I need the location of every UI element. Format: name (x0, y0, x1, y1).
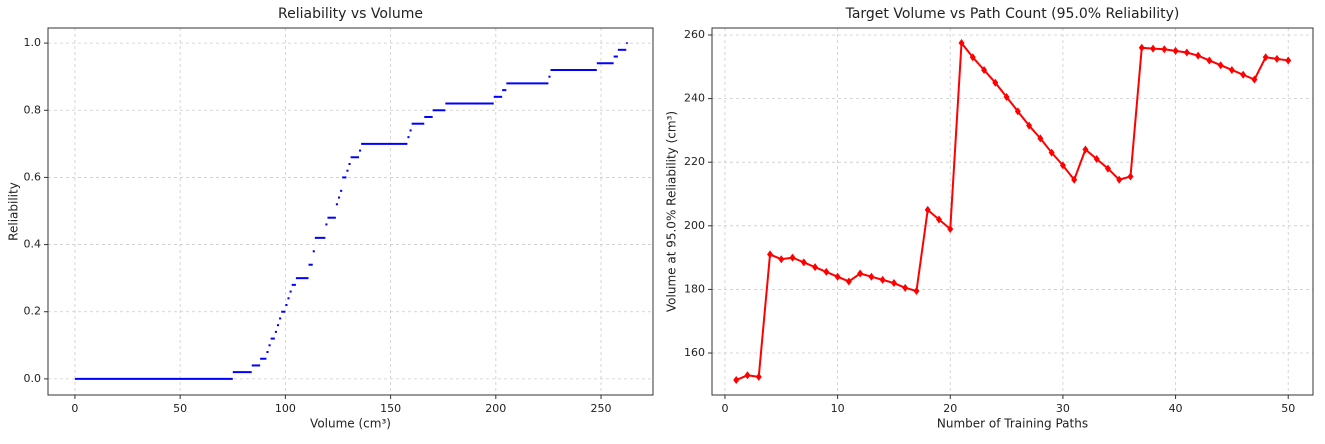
x-tick-label: 40 (1169, 402, 1183, 415)
marker (868, 272, 875, 281)
marker (1195, 51, 1202, 60)
x-tick-label: 20 (943, 402, 957, 415)
marker (992, 78, 999, 87)
marker (1240, 70, 1247, 79)
marker (823, 267, 830, 276)
marker (958, 38, 965, 47)
marker (834, 272, 841, 281)
marker (1059, 161, 1066, 170)
marker (744, 371, 751, 380)
marker (857, 269, 864, 278)
marker (1161, 45, 1168, 54)
marker (778, 255, 785, 264)
marker (1071, 175, 1078, 184)
plot-frame (711, 27, 1314, 396)
marker (1014, 107, 1021, 116)
y-tick-label: 260 (684, 28, 705, 41)
marker (879, 275, 886, 284)
marker (1251, 75, 1258, 84)
marker (890, 279, 897, 288)
marker (1217, 61, 1224, 70)
marker (767, 250, 774, 259)
x-tick-label: 30 (1056, 402, 1070, 415)
marker (935, 215, 942, 224)
marker (947, 224, 954, 233)
marker (969, 53, 976, 62)
marker (800, 258, 807, 267)
marker (1138, 43, 1145, 52)
marker (1037, 134, 1044, 143)
y-tick-label: 0.6 (24, 170, 42, 183)
y-tick-label: 200 (684, 219, 705, 232)
chart-title: Reliability vs Volume (278, 6, 423, 22)
marker (1026, 121, 1033, 130)
marker (733, 376, 740, 385)
marker (1093, 155, 1100, 164)
marker (755, 372, 762, 381)
x-tick-label: 200 (485, 402, 506, 415)
y-axis-label: Reliability (7, 182, 21, 241)
y-tick-label: 0.2 (24, 305, 42, 318)
y-tick-label: 160 (684, 346, 705, 359)
x-tick-label: 50 (173, 402, 187, 415)
marker (1183, 48, 1190, 57)
x-tick-label: 100 (275, 402, 296, 415)
y-tick-label: 220 (684, 155, 705, 168)
marker (1104, 164, 1111, 173)
x-tick-label: 0 (721, 402, 728, 415)
marker (1206, 56, 1213, 65)
marker (1262, 53, 1269, 62)
y-tick-label: 180 (684, 282, 705, 295)
y-tick-label: 0.0 (24, 372, 42, 385)
plot-frame (47, 27, 654, 396)
marker (812, 263, 819, 272)
marker (1228, 65, 1235, 74)
marker (789, 253, 796, 262)
marker (924, 205, 931, 214)
marker (845, 277, 852, 286)
marker (913, 287, 920, 296)
x-tick-label: 50 (1281, 402, 1295, 415)
marker (1003, 93, 1010, 102)
chart-title: Target Volume vs Path Count (95.0% Relia… (845, 6, 1180, 22)
marker (1285, 56, 1292, 65)
x-axis-label: Volume (cm³) (310, 417, 391, 431)
x-tick-label: 0 (71, 402, 78, 415)
x-axis-label: Number of Training Paths (937, 417, 1088, 431)
marker (1116, 175, 1123, 184)
y-tick-label: 0.8 (24, 103, 42, 116)
marker (981, 65, 988, 74)
marker (1127, 172, 1134, 181)
y-axis-label: Volume at 95.0% Reliability (cm³) (665, 111, 679, 312)
marker (1172, 46, 1179, 55)
line (735, 40, 1289, 381)
marker (1273, 54, 1280, 63)
y-tick-label: 1.0 (24, 36, 42, 49)
x-tick-label: 250 (591, 402, 612, 415)
x-tick-label: 10 (831, 402, 845, 415)
marker (902, 283, 909, 292)
y-tick-label: 240 (684, 92, 705, 105)
x-tick-label: 150 (380, 402, 401, 415)
marker (1048, 148, 1055, 157)
marker (1150, 44, 1157, 53)
marker (1082, 145, 1089, 154)
y-tick-label: 0.4 (24, 238, 42, 251)
